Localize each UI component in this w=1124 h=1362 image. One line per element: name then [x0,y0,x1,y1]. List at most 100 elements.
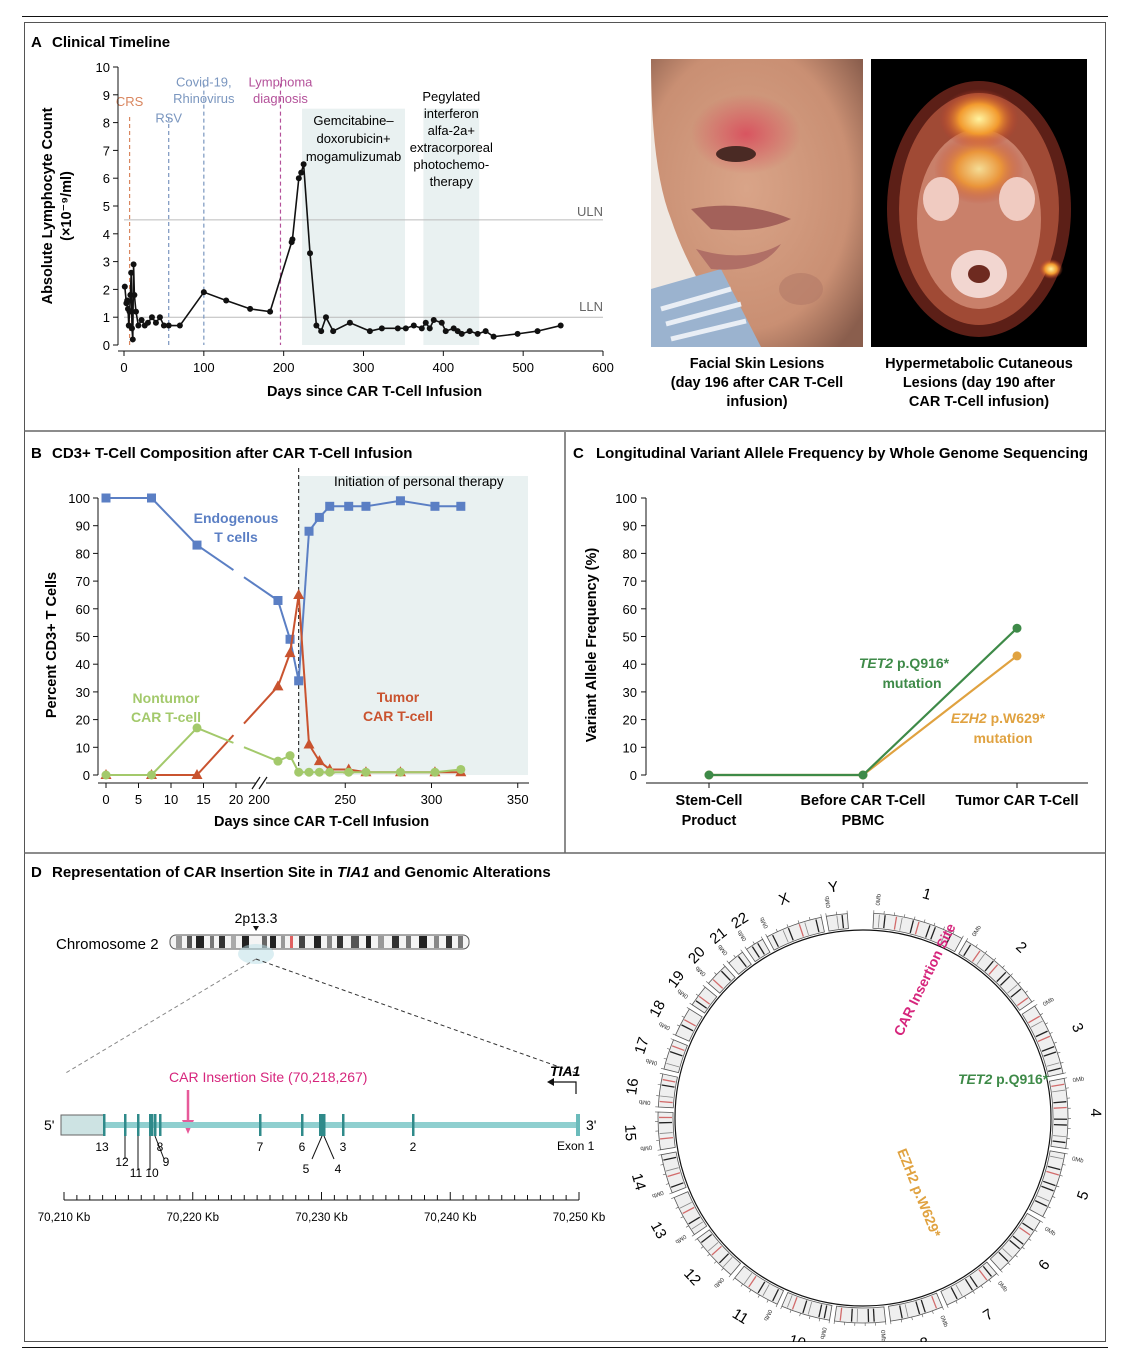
ring-tick [1053,1041,1057,1044]
y-tick-label: 30 [76,685,90,700]
alc-point [490,333,497,340]
exon-label: 13 [95,1140,109,1154]
alc-point [223,297,230,304]
exon-label: 5 [303,1162,310,1176]
nontumor-point [395,767,405,777]
chromosome-band [914,921,920,935]
scale-label: 70,210 Kb [38,1212,90,1224]
chromosome-band [327,936,332,948]
exon-label: 7 [257,1140,264,1154]
series-segment [243,685,279,725]
chromosome-band [406,936,411,948]
tumor-point [303,738,315,749]
three-prime-label: 3' [586,1117,596,1133]
chromosome-band [1019,1227,1031,1236]
y-tick-label: 8 [103,116,110,131]
chromosome-band [1041,1185,1054,1192]
alc-point [466,328,473,335]
chromosome-ring-22 [746,938,771,963]
chromosome-label-10: 10 [787,1332,808,1342]
chromosome-band [743,1273,753,1285]
chromosome-band [663,1156,677,1161]
alc-point [410,322,417,329]
chromosome-ring-2 [958,940,1033,1011]
y-tick-label: 10 [96,60,110,75]
ring-tick [1022,1246,1025,1250]
x-tick-label: 250 [334,792,356,807]
chromosome-ring-20 [707,965,736,994]
ring-tick [1025,990,1028,993]
ring-tick [996,1273,999,1276]
alc-point [165,322,172,329]
panel-c: C Longitudinal Variant Allele Frequency … [566,445,1106,854]
exon-tick [149,1114,152,1136]
alc-point [442,328,449,335]
chromosome-band [782,930,789,943]
y-tick-label: 0 [83,768,90,783]
chromosome-band [419,936,427,948]
ring-tick [808,1315,811,1320]
ring-tick [1034,1229,1038,1232]
endogenous-label: Endogenous [194,510,279,526]
chromosome-label-11: 11 [729,1305,751,1328]
exon-tick [103,1114,106,1136]
alc-point [156,314,163,321]
ring-tick [932,1310,934,1314]
therapy1-label-2: doxorubicin+ [316,131,390,146]
chromosome-ring-12 [696,1229,742,1276]
y-tick-label: 40 [76,657,90,672]
chromosome-band [351,936,359,948]
ring-tick [1049,1032,1053,1034]
chromosome-band [899,917,903,931]
alc-point [394,325,401,332]
ring-tick [752,941,755,945]
chromosome-ring-5 [1029,1150,1066,1218]
ring-tick [705,981,709,984]
circos-tet2-label: TET2 p.Q916* [958,1071,1049,1087]
initiation-label: Initiation of personal therapy [334,474,504,489]
ring-tick [1000,1269,1003,1273]
chromosome-band [1051,1083,1065,1088]
ring-tick [662,1173,666,1176]
nontumor-point [325,767,335,777]
ring-tick [686,1007,690,1010]
facial-lesion-photo [651,59,863,347]
chromosome-band [1052,1140,1066,1144]
ring-tick [681,1015,685,1018]
exon-tick [154,1114,157,1136]
exon-tick [159,1114,162,1136]
chromosome-band [1030,1020,1043,1028]
vaf-point-ezh2 [1012,651,1022,661]
chromosome-label-18: 18 [646,998,669,1021]
chromosome-label-17: 17 [631,1035,652,1056]
alc-point [346,319,353,326]
y-tick-label: 10 [623,740,637,755]
chromosome-band [718,1253,730,1264]
series-segment [400,499,436,508]
ring-tick [1007,1262,1011,1266]
chromosome-band [1053,1135,1067,1138]
event-label-2-1: RSV [155,111,182,126]
series-segment [297,531,311,681]
exon-label: 9 [163,1155,170,1169]
ring-tick [695,993,699,997]
nontumor-point [294,767,304,777]
chromosome-band [815,919,820,933]
chromosome-band [762,1284,770,1296]
ring-tick [975,944,978,948]
exon-tick [137,1114,140,1136]
category-label: Stem-Cell [676,793,743,809]
chromosome-ring-3 [1021,1005,1064,1078]
chromosome-ring-14 [660,1151,687,1194]
ring-tick [728,1274,732,1278]
endogenous-point [344,501,354,511]
chromosome-label-6: 6 [1035,1256,1053,1273]
ring-tick [714,1261,717,1264]
alc-point [366,328,373,335]
chromosome-band [176,936,182,948]
exon-label: 2 [410,1140,417,1154]
chromosome-band [787,927,794,941]
pet-scan-rendering [871,59,1087,347]
chromosome-band [231,936,236,948]
y-tick-label: 60 [76,602,90,617]
